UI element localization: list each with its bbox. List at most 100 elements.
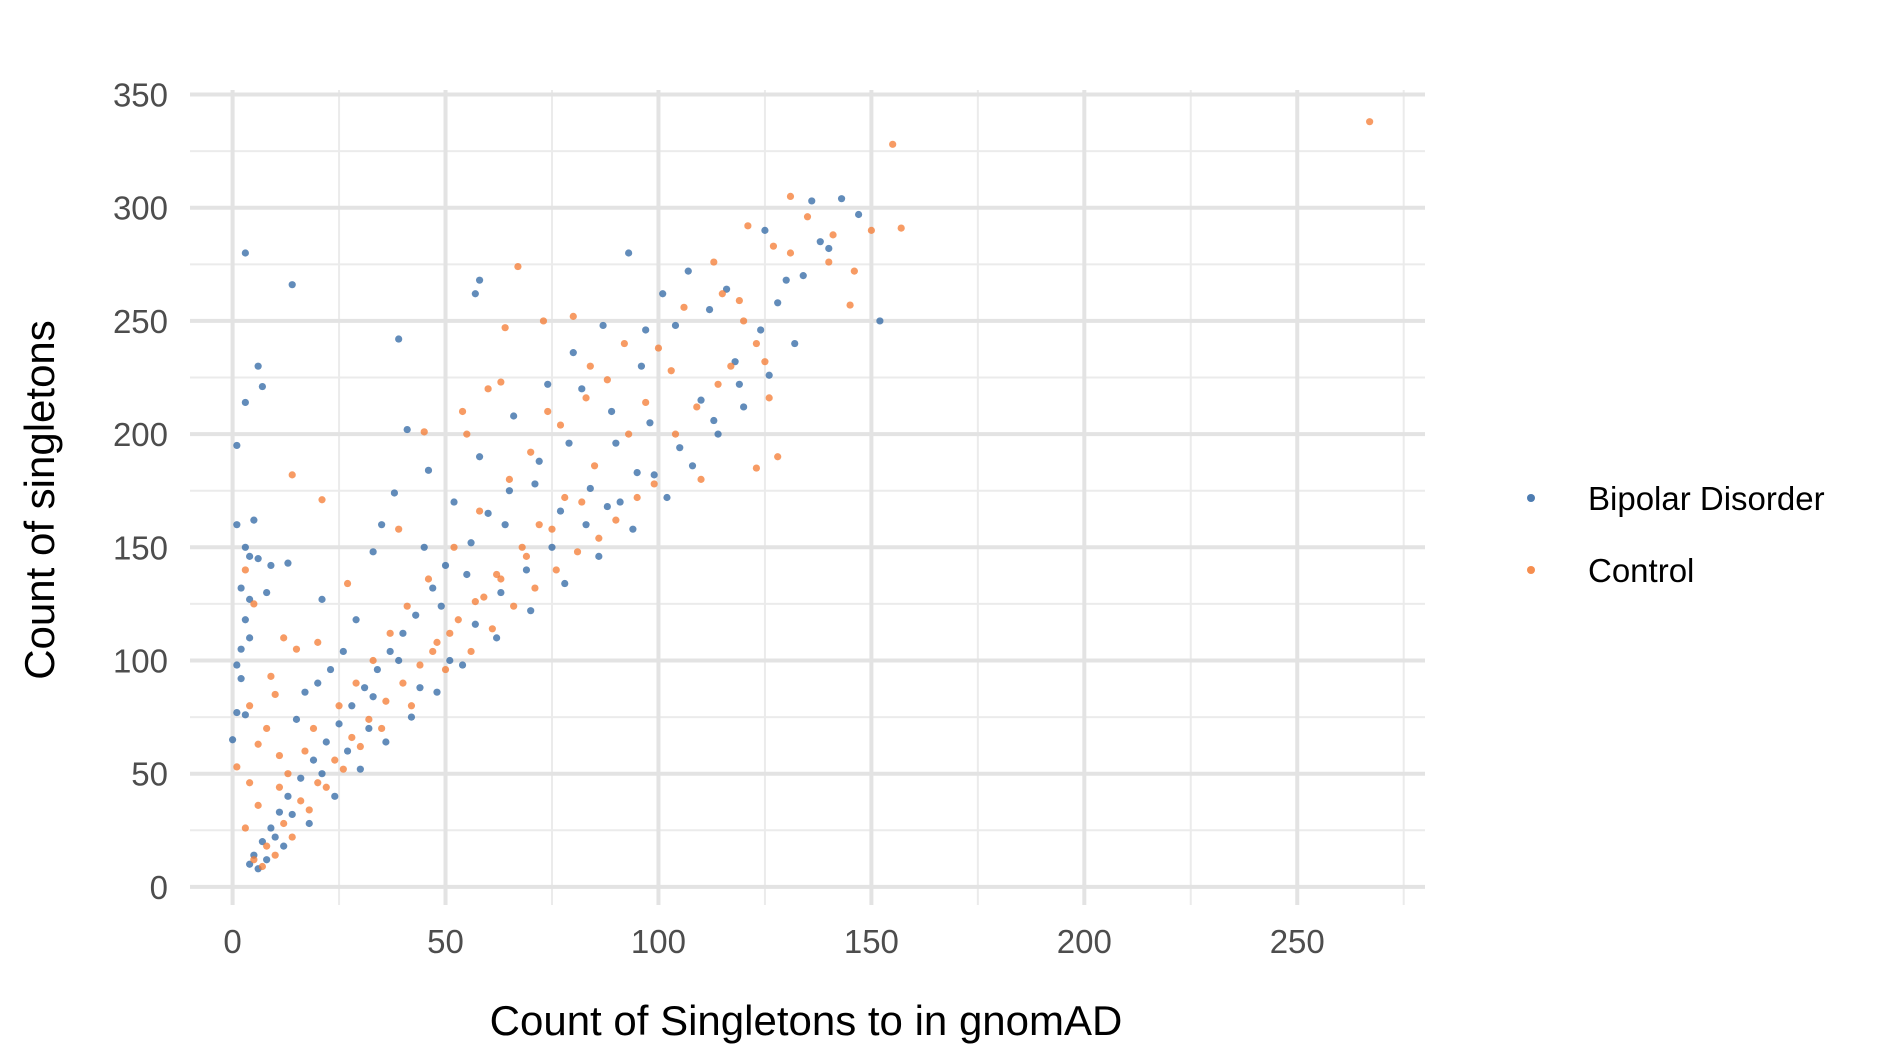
y-tick-label: 200 bbox=[113, 416, 168, 453]
point-control bbox=[318, 496, 326, 504]
point-bipolar-disorder bbox=[497, 588, 505, 597]
point-bipolar-disorder bbox=[855, 210, 863, 219]
y-tick-label: 100 bbox=[113, 643, 168, 680]
point-bipolar-disorder bbox=[612, 439, 620, 447]
point-bipolar-disorder bbox=[386, 647, 394, 656]
point-control bbox=[284, 770, 292, 778]
point-bipolar-disorder bbox=[250, 516, 258, 524]
point-control bbox=[480, 593, 488, 601]
point-bipolar-disorder bbox=[284, 792, 292, 800]
point-control bbox=[369, 656, 377, 665]
x-tick-label: 0 bbox=[223, 923, 241, 960]
point-control bbox=[420, 428, 428, 436]
point-control bbox=[267, 672, 275, 680]
point-control bbox=[846, 301, 854, 309]
point-control bbox=[339, 765, 347, 773]
point-bipolar-disorder bbox=[352, 616, 360, 624]
x-tick-label: 200 bbox=[1057, 923, 1112, 960]
point-bipolar-disorder bbox=[757, 326, 765, 334]
point-bipolar-disorder bbox=[548, 543, 556, 551]
point-bipolar-disorder bbox=[254, 555, 262, 563]
point-control bbox=[850, 267, 858, 275]
point-control bbox=[429, 647, 437, 656]
point-control bbox=[246, 702, 254, 710]
point-control bbox=[590, 462, 599, 470]
point-control bbox=[297, 797, 305, 805]
y-tick-label: 50 bbox=[131, 756, 168, 793]
point-bipolar-disorder bbox=[599, 321, 607, 330]
point-bipolar-disorder bbox=[246, 634, 254, 642]
legend-marker-control bbox=[1527, 566, 1535, 574]
point-control bbox=[493, 570, 501, 579]
point-bipolar-disorder bbox=[373, 665, 381, 674]
point-bipolar-disorder bbox=[484, 509, 492, 517]
point-bipolar-disorder bbox=[510, 412, 518, 420]
point-bipolar-disorder bbox=[395, 335, 403, 343]
point-control bbox=[693, 403, 701, 411]
point-bipolar-disorder bbox=[458, 661, 467, 669]
point-control bbox=[446, 629, 454, 637]
point-bipolar-disorder bbox=[322, 738, 330, 746]
point-bipolar-disorder bbox=[616, 498, 624, 506]
point-bipolar-disorder bbox=[241, 398, 249, 407]
point-control bbox=[544, 407, 552, 416]
point-control bbox=[625, 430, 633, 438]
point-bipolar-disorder bbox=[288, 281, 296, 289]
point-control bbox=[518, 543, 526, 551]
point-control bbox=[740, 317, 748, 325]
point-bipolar-disorder bbox=[799, 272, 807, 280]
point-control bbox=[322, 783, 330, 791]
point-control bbox=[612, 516, 620, 524]
point-bipolar-disorder bbox=[825, 244, 833, 253]
point-control bbox=[271, 690, 279, 699]
point-control bbox=[233, 763, 241, 771]
point-bipolar-disorder bbox=[228, 736, 237, 744]
point-bipolar-disorder bbox=[369, 548, 377, 556]
point-control bbox=[671, 430, 680, 438]
point-bipolar-disorder bbox=[246, 595, 254, 603]
point-bipolar-disorder bbox=[663, 493, 671, 502]
point-bipolar-disorder bbox=[326, 665, 335, 674]
point-control bbox=[365, 715, 373, 723]
point-bipolar-disorder bbox=[233, 661, 241, 669]
point-bipolar-disorder bbox=[735, 380, 743, 388]
point-control bbox=[254, 740, 262, 748]
point-bipolar-disorder bbox=[361, 684, 369, 692]
point-bipolar-disorder bbox=[433, 688, 441, 696]
point-control bbox=[514, 262, 522, 271]
point-control bbox=[752, 339, 760, 348]
point-bipolar-disorder bbox=[671, 321, 680, 330]
x-axis-ticks: 0 50 100 150 200 250 bbox=[223, 923, 1324, 960]
point-bipolar-disorder bbox=[378, 521, 386, 529]
point-bipolar-disorder bbox=[429, 584, 437, 592]
point-control bbox=[497, 575, 505, 583]
point-control bbox=[595, 534, 603, 542]
point-bipolar-disorder bbox=[258, 382, 266, 391]
point-control bbox=[348, 733, 356, 742]
point-control bbox=[654, 344, 663, 352]
point-bipolar-disorder bbox=[625, 249, 633, 257]
point-bipolar-disorder bbox=[241, 543, 249, 551]
point-bipolar-disorder bbox=[467, 539, 475, 547]
point-control bbox=[416, 661, 424, 669]
point-bipolar-disorder bbox=[586, 484, 594, 493]
point-bipolar-disorder bbox=[740, 403, 748, 411]
point-control bbox=[552, 566, 560, 574]
point-bipolar-disorder bbox=[531, 480, 539, 488]
point-bipolar-disorder bbox=[688, 462, 697, 470]
point-bipolar-disorder bbox=[356, 765, 364, 773]
point-bipolar-disorder bbox=[241, 249, 249, 257]
point-bipolar-disorder bbox=[407, 713, 416, 721]
point-bipolar-disorder bbox=[816, 238, 824, 246]
point-control bbox=[710, 258, 718, 266]
point-control bbox=[263, 842, 271, 850]
point-control bbox=[497, 378, 505, 386]
point-control bbox=[258, 862, 266, 871]
point-control bbox=[569, 312, 577, 320]
point-control bbox=[539, 317, 548, 325]
point-control bbox=[395, 525, 403, 533]
point-bipolar-disorder bbox=[267, 824, 275, 832]
point-control bbox=[531, 584, 539, 592]
point-bipolar-disorder bbox=[782, 276, 790, 284]
point-control bbox=[399, 679, 407, 687]
